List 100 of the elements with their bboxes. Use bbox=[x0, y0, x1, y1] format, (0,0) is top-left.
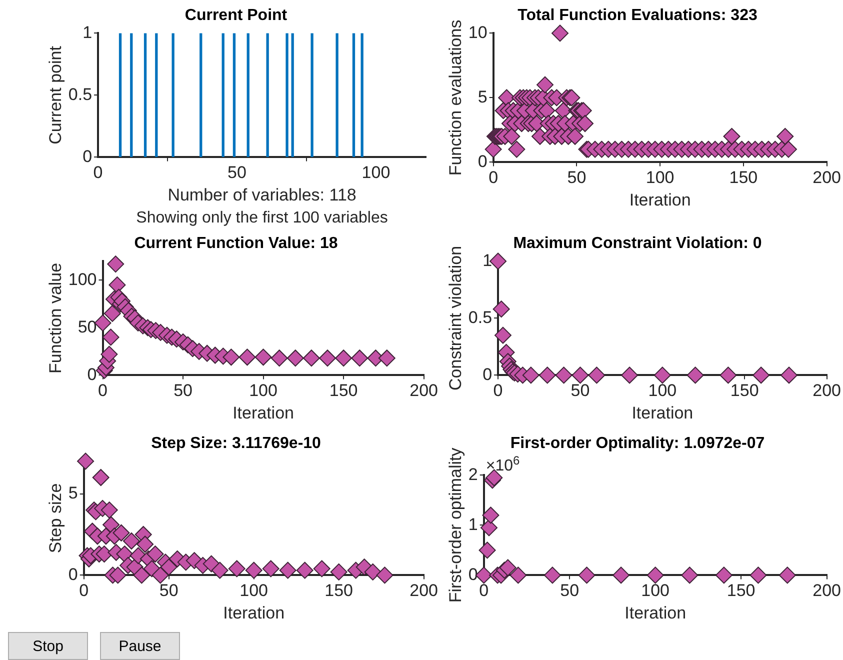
point bbox=[654, 366, 671, 384]
x-tick-label: 200 bbox=[410, 581, 438, 600]
point bbox=[752, 366, 770, 384]
point bbox=[720, 366, 737, 384]
point bbox=[715, 566, 732, 584]
chart-title: Current Function Value: 18 bbox=[134, 235, 338, 252]
x-tick-label: 50 bbox=[560, 581, 580, 600]
chart-title: First-order Optimality: 1.0972e-07 bbox=[510, 435, 765, 452]
point bbox=[302, 350, 320, 367]
point bbox=[681, 566, 698, 584]
y-axis-title: Function value bbox=[46, 262, 65, 374]
point bbox=[222, 348, 240, 366]
x-tick-label: 50 bbox=[159, 581, 178, 600]
point bbox=[319, 350, 336, 367]
y-tick-label: 0.5 bbox=[468, 308, 492, 327]
point bbox=[494, 326, 512, 344]
point bbox=[108, 276, 126, 294]
point bbox=[112, 524, 130, 542]
point bbox=[92, 468, 110, 486]
point bbox=[160, 558, 178, 576]
point bbox=[572, 366, 589, 384]
point bbox=[482, 506, 500, 524]
point bbox=[211, 562, 228, 579]
y-tick-label: 0 bbox=[82, 146, 92, 166]
x-axis-title: Iteration bbox=[232, 403, 294, 422]
x-axis-title: Iteration bbox=[629, 190, 691, 210]
x-axis-title: Iteration bbox=[632, 403, 694, 422]
point bbox=[116, 546, 134, 563]
y-tick-label: 50 bbox=[78, 317, 97, 336]
point bbox=[522, 366, 540, 384]
x-tick-label: 50 bbox=[174, 381, 192, 400]
point bbox=[544, 566, 561, 584]
point bbox=[254, 348, 272, 366]
x-tick-label: 200 bbox=[410, 381, 438, 400]
point bbox=[100, 346, 118, 363]
point bbox=[296, 562, 314, 579]
y-tick-label: 5 bbox=[68, 483, 78, 502]
x-tick-label: 50 bbox=[567, 168, 586, 188]
point bbox=[133, 566, 150, 584]
point bbox=[270, 350, 288, 367]
point bbox=[228, 560, 246, 578]
x-tick-label: 200 bbox=[812, 581, 842, 600]
y-tick-label: 100 bbox=[68, 270, 97, 289]
point bbox=[621, 366, 638, 384]
chart-title: Maximum Constraint Violation: 0 bbox=[513, 235, 762, 252]
point bbox=[555, 366, 572, 384]
point bbox=[588, 366, 606, 384]
point bbox=[376, 566, 394, 584]
y-tick-label: 5 bbox=[478, 87, 488, 106]
point bbox=[335, 350, 352, 367]
point bbox=[146, 546, 164, 563]
point bbox=[94, 314, 112, 332]
point bbox=[378, 350, 396, 367]
point bbox=[102, 516, 120, 534]
x-axis-title: Iteration bbox=[624, 603, 686, 622]
point bbox=[364, 563, 382, 580]
point bbox=[750, 566, 767, 584]
point bbox=[612, 566, 630, 584]
x-tick-label: 200 bbox=[812, 381, 842, 400]
point bbox=[77, 452, 94, 470]
point bbox=[780, 366, 798, 384]
y-tick-label: 0 bbox=[68, 564, 78, 584]
point bbox=[107, 256, 124, 273]
x-tick-label: 100 bbox=[646, 168, 674, 188]
y-tick-label: 10 bbox=[468, 22, 488, 42]
x-tick-label: 100 bbox=[641, 581, 670, 600]
x-tick-label: 200 bbox=[812, 168, 842, 188]
point bbox=[152, 566, 169, 584]
y-axis-title: First-order optimality bbox=[446, 447, 465, 603]
point bbox=[286, 350, 304, 367]
x-tick-label: 100 bbox=[240, 581, 268, 600]
y-axis-title: Constraint violation bbox=[446, 246, 465, 390]
point bbox=[578, 566, 596, 584]
point bbox=[313, 560, 330, 578]
x-tick-label: 100 bbox=[648, 381, 677, 400]
point bbox=[122, 532, 140, 550]
x-tick-label: 150 bbox=[726, 581, 756, 600]
chart-title: Step Size: 3.11769e-10 bbox=[151, 435, 322, 452]
point bbox=[102, 328, 120, 346]
x-tick-label: 150 bbox=[729, 168, 758, 188]
point bbox=[499, 559, 516, 576]
point bbox=[480, 519, 498, 536]
chart-title: Total Function Evaluations: 323 bbox=[518, 7, 758, 24]
y-axis-title: Step size bbox=[46, 483, 65, 554]
x-tick-label: 100 bbox=[249, 381, 278, 400]
y-tick-label: 0 bbox=[482, 364, 492, 384]
y-tick-label: 0 bbox=[87, 364, 97, 384]
text: Showing only the first 100 variables bbox=[136, 209, 388, 226]
point bbox=[279, 562, 296, 579]
point bbox=[646, 566, 664, 584]
text: Pause bbox=[100, 632, 180, 660]
y-tick-label: 1 bbox=[482, 250, 492, 270]
y-axis-title: Function evaluations bbox=[446, 20, 465, 176]
x-tick-label: 50 bbox=[228, 163, 246, 182]
point bbox=[478, 542, 496, 559]
point bbox=[136, 536, 154, 553]
point bbox=[538, 366, 556, 384]
point bbox=[109, 566, 126, 584]
x-axis-title: Number of variables: 118 bbox=[168, 185, 356, 204]
point bbox=[238, 348, 256, 366]
